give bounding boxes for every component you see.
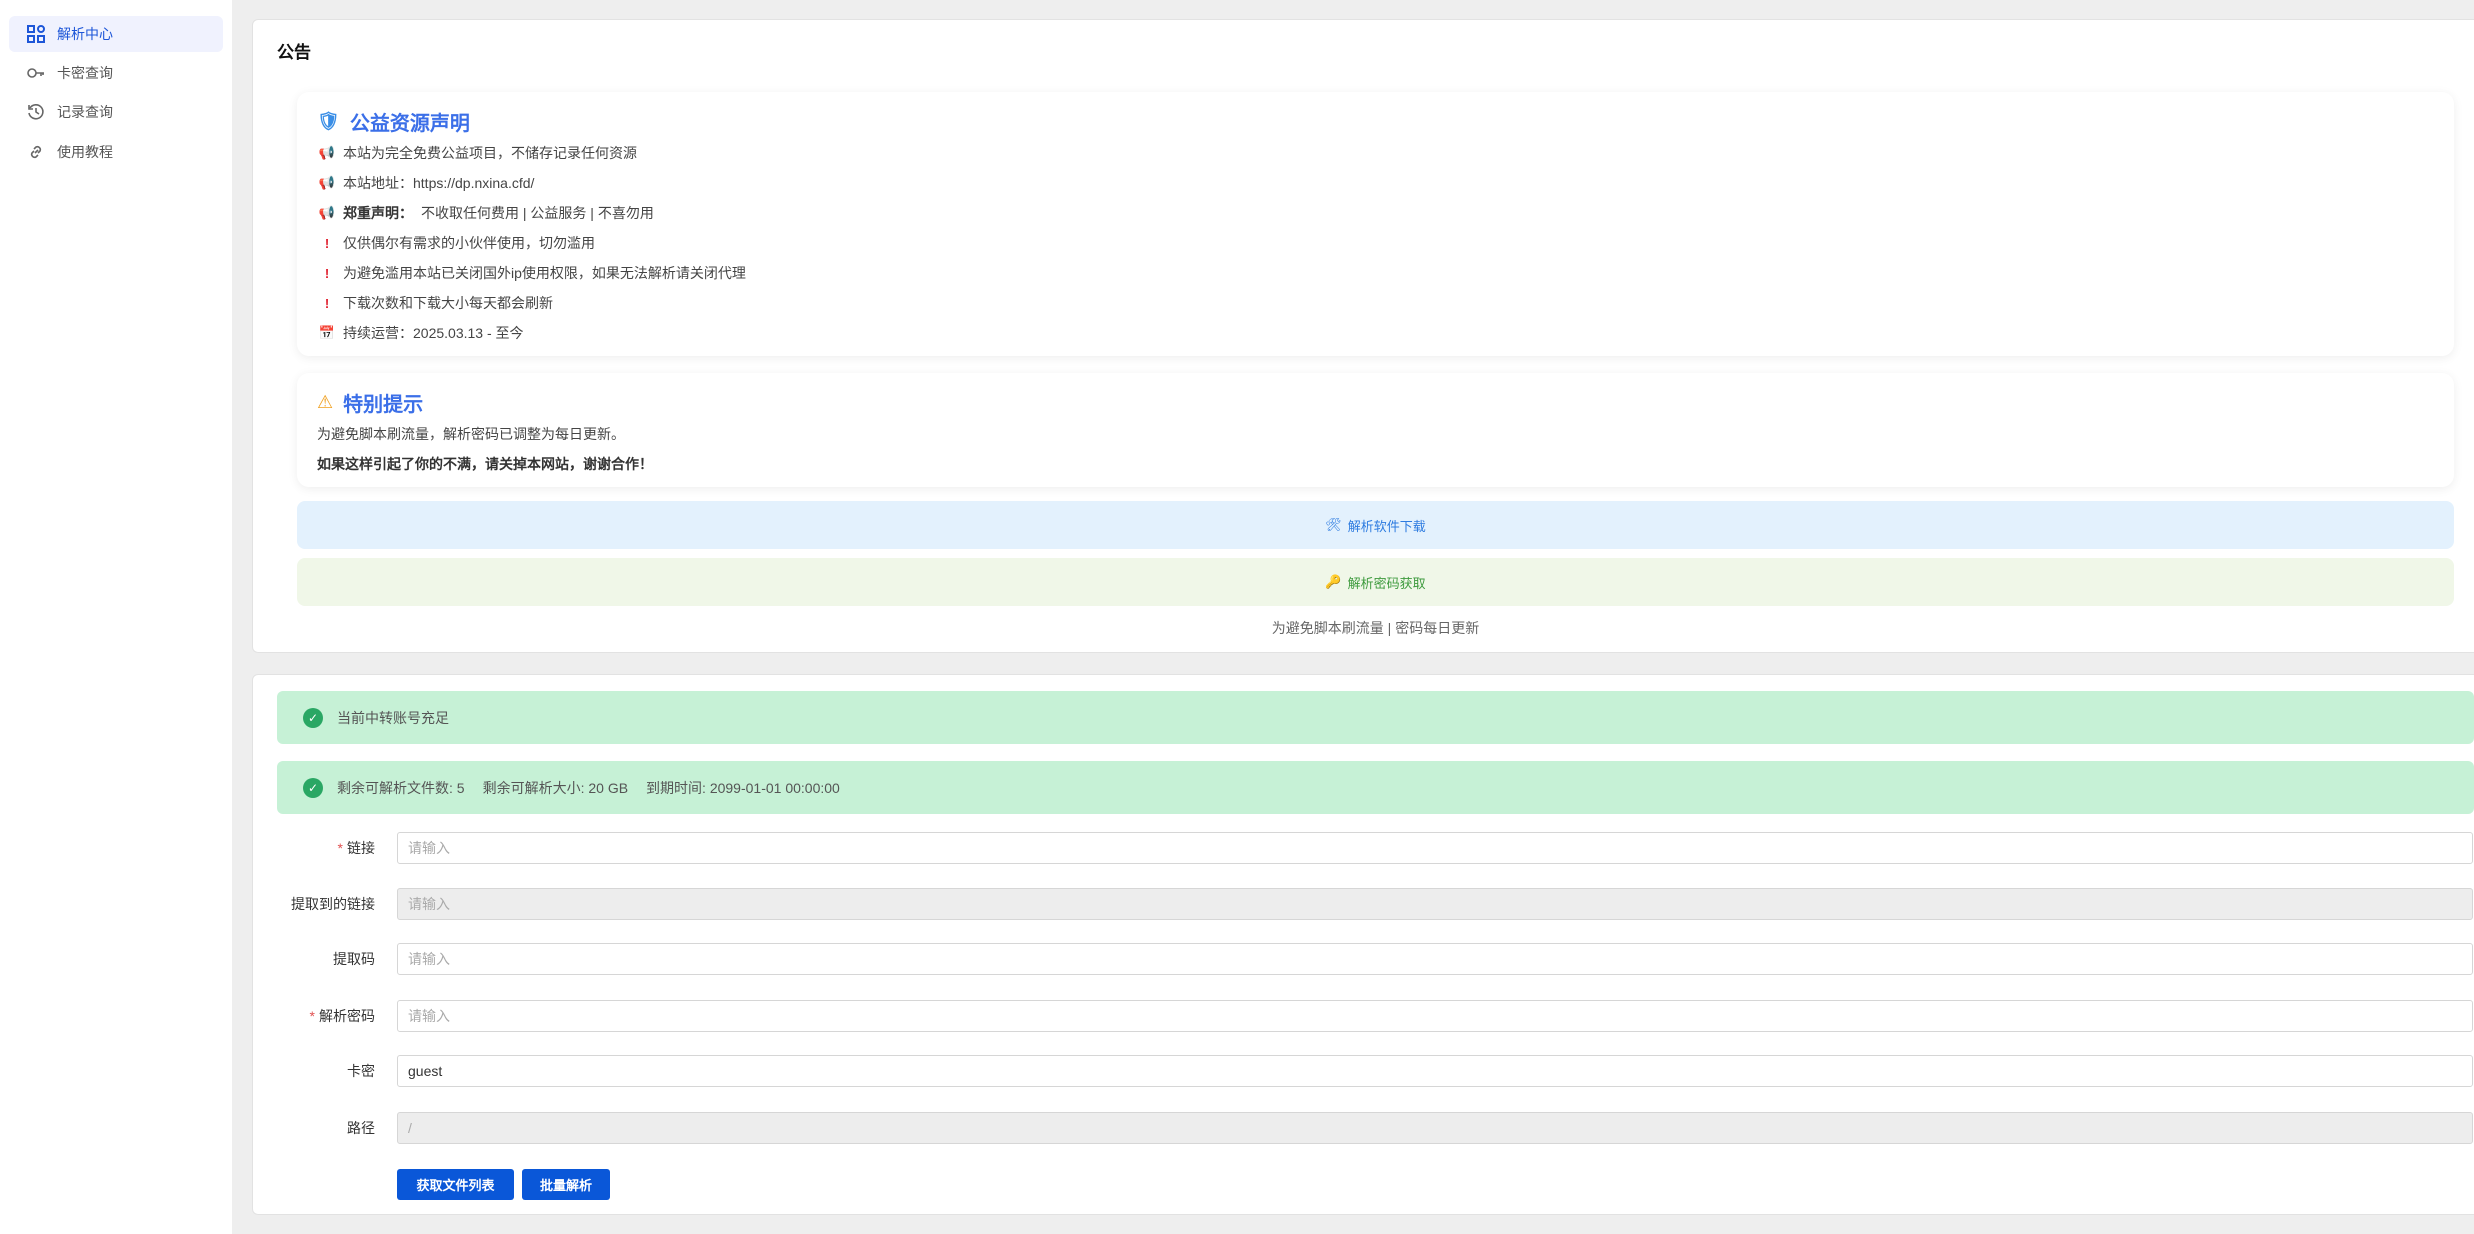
sidebar-item-label: 使用教程 [57, 144, 113, 160]
card-key-label: 卡密 [347, 1063, 375, 1079]
footnote: 为避免脚本刷流量 | 密码每日更新 [1271, 620, 1480, 636]
key-icon [25, 62, 47, 84]
notice-bold: 郑重声明： [343, 205, 413, 221]
button-label: 解析密码获取 [1347, 575, 1426, 591]
link-icon [25, 141, 47, 163]
button-label: 解析软件下载 [1347, 518, 1426, 534]
relay-status-alert: ✓ 当前中转账号充足 [277, 691, 2474, 744]
link-input[interactable] [397, 832, 2473, 864]
exclamation-icon: ! [324, 265, 330, 281]
check-circle-icon: ✓ [303, 707, 323, 728]
history-icon [25, 101, 47, 123]
alert-text: 当前中转账号充足 [337, 709, 449, 726]
special-line-bold: 如果这样引起了你的不满，请关掉本网站，谢谢合作！ [317, 456, 653, 472]
tools-icon: 🛠 [1325, 517, 1342, 532]
sidebar-item-tutorial[interactable]: 使用教程 [9, 134, 223, 170]
card-key-input[interactable] [397, 1055, 2473, 1087]
expiry-time: 到期时间: 2099-01-01 00:00:00 [646, 779, 840, 796]
extracted-link-label: 提取到的链接 [291, 896, 375, 912]
megaphone-icon: 📢 [318, 205, 336, 220]
sidebar-item-parse-center[interactable]: 解析中心 [9, 16, 223, 52]
extract-code-label: 提取码 [333, 951, 375, 967]
notice-line: 持续运营：2025.03.13 - 至今 [343, 325, 524, 341]
notice-line: 仅供偶尔有需求的小伙伴使用，切勿滥用 [343, 235, 595, 251]
grid-icon [25, 23, 47, 45]
link-row: * 链接 [253, 832, 2474, 864]
announcement-card: 公告 🛡 公益资源声明 📢 本站为完全免费公益项目，不储存记录任何资源 📢 本站地址：… [252, 19, 2474, 653]
special-notice-panel: ⚠ 特别提示 为避免脚本刷流量，解析密码已调整为每日更新。 如果这样引起了你的不满… [297, 373, 2454, 487]
sidebar-item-record-query[interactable]: 记录查询 [9, 94, 223, 130]
parse-card: ✓ 当前中转账号充足 ✓ 剩余可解析文件数: 5 剩余可解析大小: 20 GB … [252, 674, 2474, 1215]
notice-line: 本站为完全免费公益项目，不储存记录任何资源 [343, 145, 637, 161]
sidebar-item-label: 记录查询 [57, 104, 113, 120]
extracted-link-input [397, 888, 2473, 920]
special-line: 为避免脚本刷流量，解析密码已调整为每日更新。 [317, 426, 625, 442]
sidebar-item-label: 解析中心 [57, 26, 113, 42]
quota-alert: ✓ 剩余可解析文件数: 5 剩余可解析大小: 20 GB 到期时间: 2099-… [277, 761, 2474, 814]
password-get-button[interactable]: 🔑 解析密码获取 [297, 558, 2454, 606]
megaphone-icon: 📢 [318, 145, 336, 160]
notice-line: 本站地址：https://dp.nxina.cfd/ [343, 175, 535, 191]
warning-icon: ⚠ [317, 391, 334, 412]
notice-line: 下载次数和下载大小每天都会刷新 [343, 295, 553, 311]
check-circle-icon: ✓ [303, 777, 323, 798]
extract-code-row: 提取码 [253, 943, 2474, 975]
parse-password-input[interactable] [397, 1000, 2473, 1032]
path-label: 路径 [347, 1120, 375, 1136]
path-input [397, 1112, 2473, 1144]
exclamation-icon: ! [324, 295, 330, 311]
parse-password-label: * 解析密码 [309, 1008, 375, 1024]
exclamation-icon: ! [324, 235, 330, 251]
remaining-files: 剩余可解析文件数: 5 [337, 779, 465, 796]
get-file-list-button[interactable]: 获取文件列表 [397, 1169, 514, 1200]
shield-icon: 🛡 [317, 110, 340, 131]
batch-parse-button[interactable]: 批量解析 [522, 1169, 610, 1200]
path-row: 路径 [253, 1112, 2474, 1144]
notice-panel: 🛡 公益资源声明 📢 本站为完全免费公益项目，不储存记录任何资源 📢 本站地址：htt… [297, 92, 2454, 356]
sidebar-item-card-query[interactable]: 卡密查询 [9, 55, 223, 91]
calendar-icon: 📅 [318, 325, 336, 340]
notice-heading: 公益资源声明 [349, 112, 470, 135]
extracted-link-row: 提取到的链接 [253, 888, 2474, 920]
special-heading: 特别提示 [343, 393, 424, 416]
sidebar: 解析中心 卡密查询 记录查询 使用教程 [0, 0, 232, 1234]
key-icon: 🔑 [1325, 574, 1342, 589]
link-label: * 链接 [337, 840, 375, 856]
sidebar-item-label: 卡密查询 [57, 65, 113, 81]
software-download-button[interactable]: 🛠 解析软件下载 [297, 501, 2454, 549]
remaining-size: 剩余可解析大小: 20 GB [482, 779, 629, 796]
notice-line: 不收取任何费用 | 公益服务 | 不喜勿用 [421, 205, 654, 221]
megaphone-icon: 📢 [318, 175, 336, 190]
extract-code-input[interactable] [397, 943, 2473, 975]
card-title: 公告 [277, 43, 311, 62]
parse-password-row: * 解析密码 [253, 1000, 2474, 1032]
card-key-row: 卡密 [253, 1055, 2474, 1087]
notice-line: 为避免滥用本站已关闭国外ip使用权限，如果无法解析请关闭代理 [343, 265, 746, 281]
